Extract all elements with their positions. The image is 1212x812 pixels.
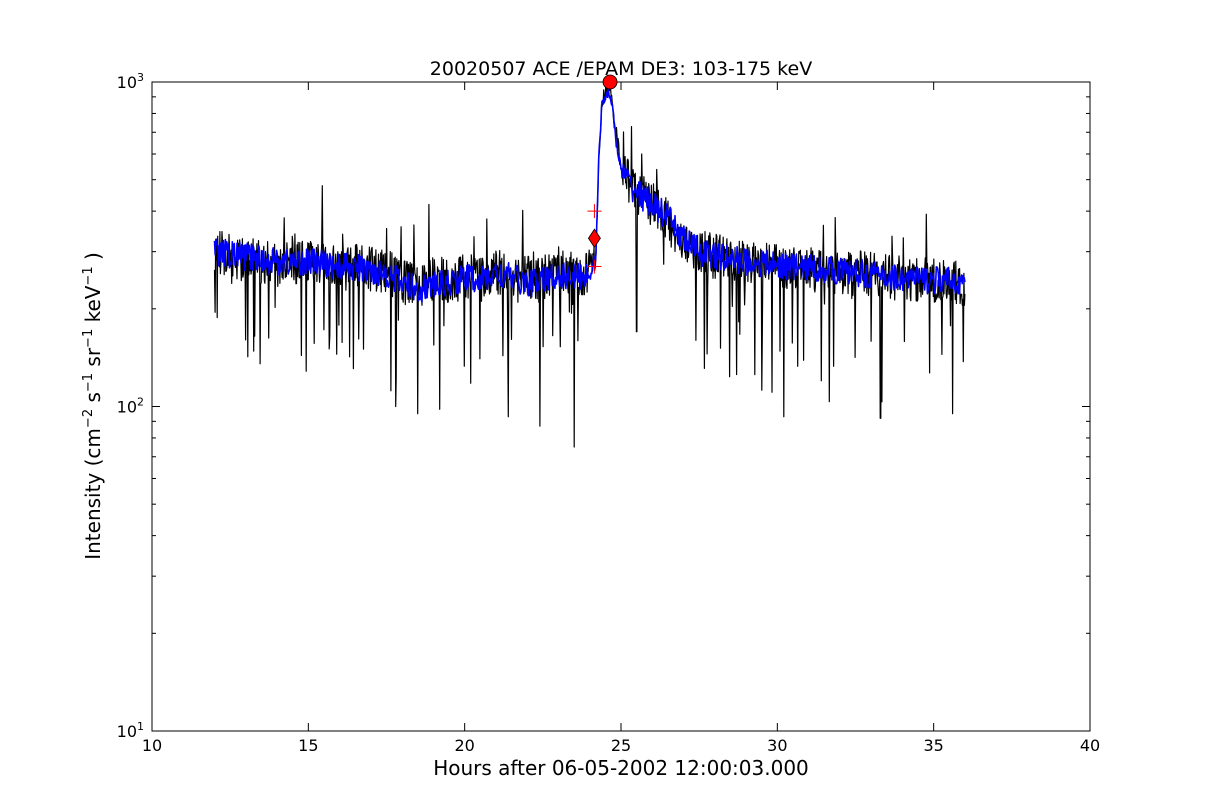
- y-tick-label: 103: [117, 71, 144, 92]
- y-axis-label: Intensity (cm−2 s−1 sr−1 keV−1 ): [81, 252, 105, 560]
- y-tick-label: 102: [117, 396, 144, 417]
- series-smoothed-line: [213, 87, 966, 303]
- plot-area: [151, 81, 1091, 732]
- y-tick-label: 101: [117, 720, 144, 741]
- x-tick-label: 40: [1080, 736, 1100, 755]
- ylabel-suffix: ): [81, 252, 105, 266]
- ylabel-s: s: [81, 392, 105, 409]
- chart-title: 20020507 ACE /EPAM DE3: 103-175 keV: [430, 58, 812, 80]
- tick-layer: 10 15 20 25 30 35 40 101 102 103: [117, 71, 1101, 755]
- series-layer: [213, 81, 966, 448]
- ylabel-exp3: −1: [81, 329, 96, 348]
- x-tick-label: 25: [611, 736, 631, 755]
- ylabel-kev: keV: [81, 285, 105, 329]
- onset-diamond-marker: [587, 228, 601, 248]
- x-tick-label: 35: [923, 736, 943, 755]
- onset-plus-marker: [587, 259, 602, 274]
- onset-plus-marker: [587, 204, 602, 219]
- ylabel-exp1: −2: [81, 409, 96, 428]
- x-tick-label: 15: [298, 736, 318, 755]
- ylabel-exp2: −1: [81, 373, 96, 392]
- peak-circle-marker: [602, 74, 618, 90]
- x-tick-label: 20: [454, 736, 474, 755]
- ylabel-sr: sr: [81, 347, 105, 373]
- x-axis-label: Hours after 06-05-2002 12:00:03.000: [433, 756, 809, 780]
- ylabel-prefix: Intensity (cm: [81, 428, 105, 560]
- marker-layer: [587, 74, 618, 274]
- x-tick-label: 30: [767, 736, 787, 755]
- x-tick-label: 10: [142, 736, 162, 755]
- ylabel-exp4: −1: [81, 266, 96, 285]
